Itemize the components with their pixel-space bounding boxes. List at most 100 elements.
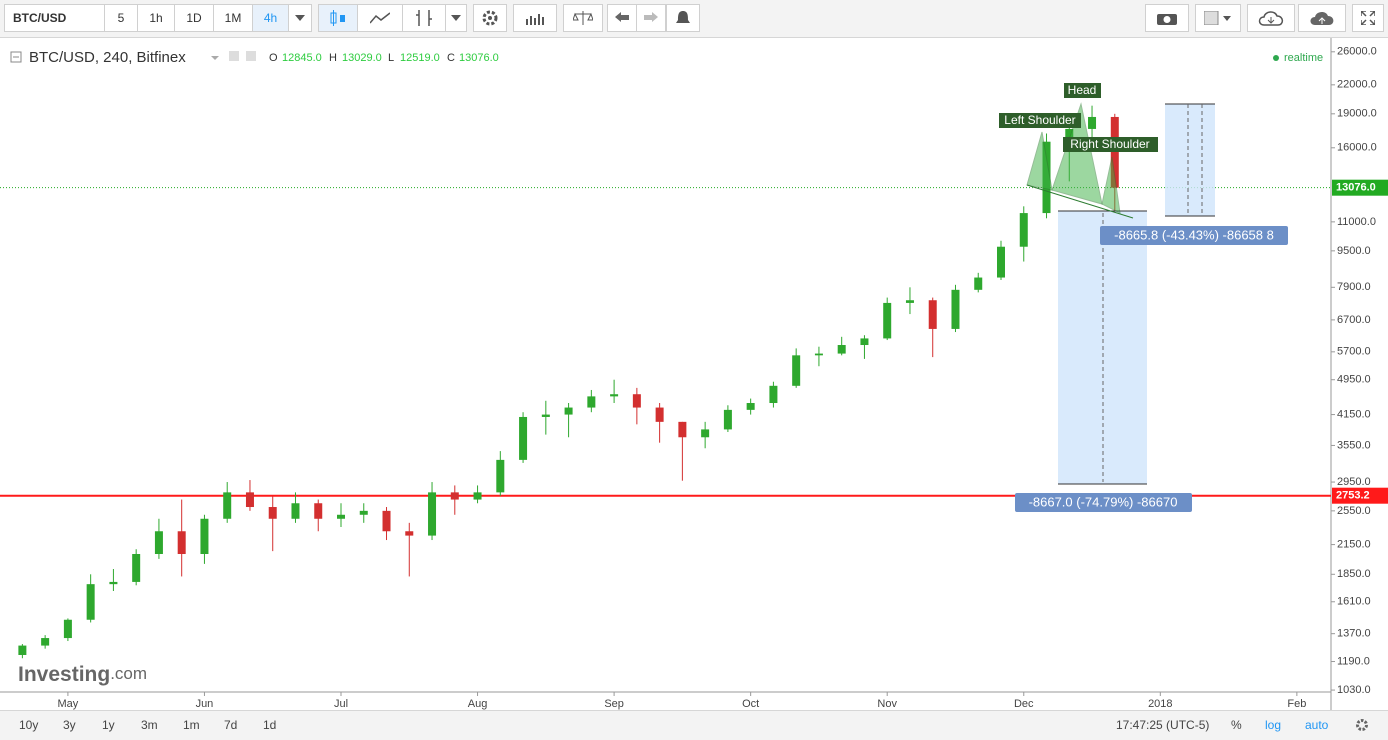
candle-body (63, 619, 72, 639)
y-tick-label: 1190.0 (1337, 655, 1370, 667)
ohlc-key: L (388, 52, 394, 64)
ohlc-value: 13076.0 (459, 52, 499, 64)
y-tick-label: 3550.0 (1337, 439, 1371, 451)
ohlc-key: O (269, 52, 278, 64)
dropdown-button[interactable] (445, 4, 467, 32)
y-tick-label: 22000.0 (1337, 79, 1377, 91)
alert-button[interactable] (666, 4, 700, 32)
save-button[interactable] (1298, 4, 1346, 32)
x-tick-label: May (58, 698, 79, 710)
toolbar: BTC/USD 5 1h 1D 1M 4h (0, 0, 1388, 38)
range-button[interactable]: 10y (19, 718, 39, 732)
ohlc-value: 13029.0 (342, 52, 382, 64)
candle-body (1088, 116, 1097, 129)
price-tag-label: 2753.2 (1336, 490, 1370, 502)
range-button[interactable]: 1m (183, 718, 200, 732)
percent-toggle[interactable]: % (1231, 718, 1242, 732)
clock: 17:47:25 (UTC-5) (1116, 718, 1210, 732)
pattern-label-box (1063, 137, 1158, 152)
icon (370, 12, 390, 24)
candle-body (200, 518, 209, 555)
x-tick-label: Jun (196, 698, 214, 710)
template-button[interactable] (1195, 4, 1241, 32)
candle-body (610, 394, 619, 397)
candle-body (382, 510, 391, 532)
ohlc-key: C (447, 52, 455, 64)
candle-body (1065, 128, 1074, 142)
neckline (1026, 184, 1134, 219)
watermark-brand: Investing (18, 663, 110, 686)
candle-body (587, 396, 596, 408)
ohlc-value: 12519.0 (400, 52, 440, 64)
studies-button[interactable] (513, 4, 557, 32)
range-button[interactable]: 1y (102, 718, 115, 732)
candle-body (291, 503, 300, 519)
y-tick-label: 6700.0 (1337, 314, 1371, 326)
interval-button[interactable]: 1h (137, 4, 175, 32)
undo-button[interactable] (607, 4, 637, 32)
y-tick-label: 1030.0 (1337, 684, 1371, 696)
settings-button[interactable] (473, 4, 507, 32)
interval-button[interactable]: 4h (252, 4, 289, 32)
compare-button[interactable] (563, 4, 603, 32)
x-tick-label: Sep (604, 698, 624, 710)
candle-body (268, 507, 277, 519)
y-tick-label: 4150.0 (1337, 408, 1371, 420)
candle-body (473, 492, 482, 500)
x-tick-label: Jul (334, 698, 348, 710)
interval-button[interactable]: 1D (174, 4, 214, 32)
candle-body (723, 409, 732, 430)
pattern-shape (1101, 156, 1121, 214)
price-tag-label: 13076.0 (1336, 182, 1376, 194)
candle-body (632, 394, 641, 408)
measure-box (1165, 104, 1215, 216)
candle-body (132, 554, 141, 582)
icon (1310, 11, 1334, 25)
redo-button[interactable] (636, 4, 666, 32)
candle-body (837, 345, 846, 354)
candle-body (450, 492, 459, 500)
candle-body (1019, 213, 1028, 247)
y-tick-label: 5700.0 (1337, 346, 1371, 358)
range-button[interactable]: 3y (63, 718, 76, 732)
chart: Left Shoulder Head Right Shoulder -8665.… (0, 38, 1388, 710)
x-tick-label: Aug (468, 698, 488, 710)
candle-body (405, 531, 414, 536)
candle-body (223, 492, 232, 519)
y-tick-label: 2150.0 (1337, 538, 1371, 550)
interval-button[interactable]: 5 (104, 4, 138, 32)
header-icon[interactable] (229, 51, 239, 61)
candle-body (997, 246, 1005, 278)
title-dropdown[interactable] (211, 56, 219, 60)
line-button[interactable] (357, 4, 403, 32)
range-button[interactable]: 7d (224, 718, 238, 732)
footer: 10y 3y 1y 3m 1m 7d 1d 17:47:25 (UTC-5) %… (0, 710, 1388, 740)
icon (1204, 11, 1231, 25)
fullscreen-button[interactable] (1352, 4, 1384, 32)
candle-body (41, 638, 50, 646)
candle-body (655, 407, 664, 422)
range-button[interactable]: 3m (141, 718, 158, 732)
auto-toggle[interactable]: auto (1305, 718, 1329, 732)
candle-body (701, 429, 710, 438)
icon (644, 12, 658, 22)
icon (482, 10, 498, 26)
y-tick-label: 1370.0 (1337, 628, 1371, 640)
pattern-label: Left Shoulder (1004, 113, 1075, 127)
indicator-button[interactable] (402, 4, 446, 32)
measure-label-box (1100, 226, 1288, 245)
icon (1258, 11, 1284, 26)
load-button[interactable] (1247, 4, 1295, 32)
candle-body (746, 403, 755, 410)
symbol-input[interactable]: BTC/USD (4, 4, 105, 32)
log-toggle[interactable]: log (1265, 718, 1282, 732)
settings-icon[interactable] (1355, 718, 1369, 732)
x-tick-label: Feb (1287, 698, 1306, 710)
candles-button[interactable] (318, 4, 358, 32)
dropdown-button[interactable] (288, 4, 312, 32)
snapshot-button[interactable] (1145, 4, 1189, 32)
header-icon[interactable] (246, 51, 256, 61)
range-button[interactable]: 1d (263, 718, 277, 732)
icon (1157, 14, 1177, 25)
interval-button[interactable]: 1M (213, 4, 253, 32)
